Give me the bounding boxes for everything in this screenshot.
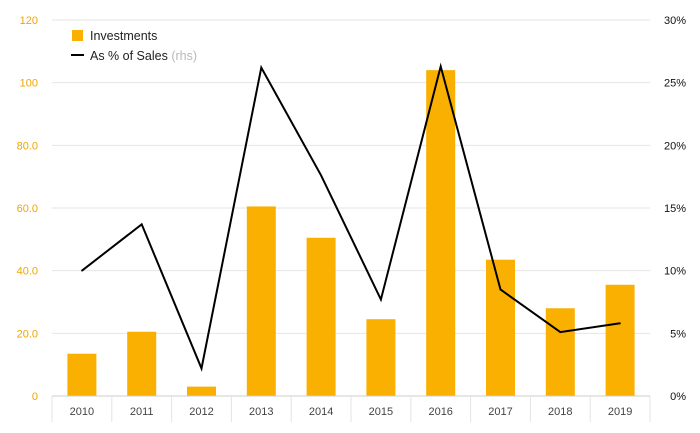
- line-point-pct-sales-2011: [140, 223, 143, 226]
- x-tick-label: 2014: [309, 406, 333, 418]
- legend-label-investments: Investments: [90, 29, 157, 43]
- y-left-tick-label: 60.0: [17, 203, 38, 215]
- bar-investments-2011: [127, 331, 157, 396]
- x-tick-label: 2019: [608, 406, 632, 418]
- y-right-tick-label: 10%: [664, 266, 686, 278]
- bar-investments-2017: [486, 259, 515, 396]
- legend-swatch-investments: [72, 30, 83, 41]
- y-left-tick-label: 20.0: [17, 328, 38, 340]
- y-right-tick-label: 0%: [670, 391, 686, 403]
- x-tick-label: 2015: [369, 406, 393, 418]
- line-point-pct-sales-2016: [439, 65, 442, 68]
- line-point-pct-sales-2013: [260, 66, 263, 69]
- y-right-tick-label: 15%: [664, 203, 686, 215]
- line-point-pct-sales-2010: [81, 269, 83, 272]
- bar-investments-2014: [306, 237, 336, 396]
- axes-layer: 0 20.0 40.0 60.0 80.0 100 120 0% 5% 10% 15% 20% 25% 3…: [17, 15, 686, 422]
- y-left-tick-label: 120: [20, 15, 38, 27]
- y-right-tick-label: 30%: [664, 15, 686, 27]
- y-left-tick-label: 100: [20, 78, 38, 90]
- y-left-tick-label: 80.0: [17, 140, 38, 152]
- line-point-pct-sales-2018: [559, 331, 562, 333]
- x-tick-label: 2012: [189, 406, 213, 418]
- x-tick-label: 2017: [488, 406, 512, 418]
- line-layer: [81, 62, 621, 372]
- legend-label-pct-sales: As % of Sales (rhs): [90, 49, 197, 63]
- line-point-pct-sales-2017: [499, 288, 502, 291]
- bar-investments-2019: [605, 284, 635, 396]
- bars-layer: [67, 70, 635, 396]
- bar-investments-2013: [246, 206, 276, 396]
- line-pct-sales: [81, 62, 621, 372]
- bar-investments-2015: [366, 319, 396, 396]
- legend-label-pct-sales-main: As % of Sales: [90, 49, 168, 63]
- x-tick-label: 2010: [70, 406, 94, 418]
- x-tick-label: 2018: [548, 406, 572, 418]
- y-right-tick-label: 5%: [670, 328, 686, 340]
- legend-label-pct-sales-suffix: (rhs): [171, 49, 197, 63]
- grid-layer: [52, 19, 650, 334]
- line-point-pct-sales-2015: [380, 298, 382, 301]
- y-right-tick-label: 25%: [664, 78, 686, 90]
- x-tick-label: 2013: [249, 406, 273, 418]
- bar-investments-2016: [426, 70, 456, 396]
- bar-investments-2010: [67, 353, 97, 396]
- x-tick-label: 2011: [130, 406, 154, 418]
- bar-investments-2018: [545, 308, 575, 396]
- line-point-pct-sales-2012: [200, 367, 203, 370]
- legend: Investments As % of Sales (rhs): [71, 29, 197, 63]
- y-right-tick-label: 20%: [664, 140, 686, 152]
- x-tick-label: 2016: [428, 406, 452, 418]
- line-point-pct-sales-2014: [320, 174, 322, 177]
- bar-investments-2012: [187, 386, 216, 396]
- y-left-tick-label: 0: [32, 391, 38, 403]
- line-point-pct-sales-2019: [619, 322, 621, 325]
- y-left-tick-label: 40.0: [17, 266, 38, 278]
